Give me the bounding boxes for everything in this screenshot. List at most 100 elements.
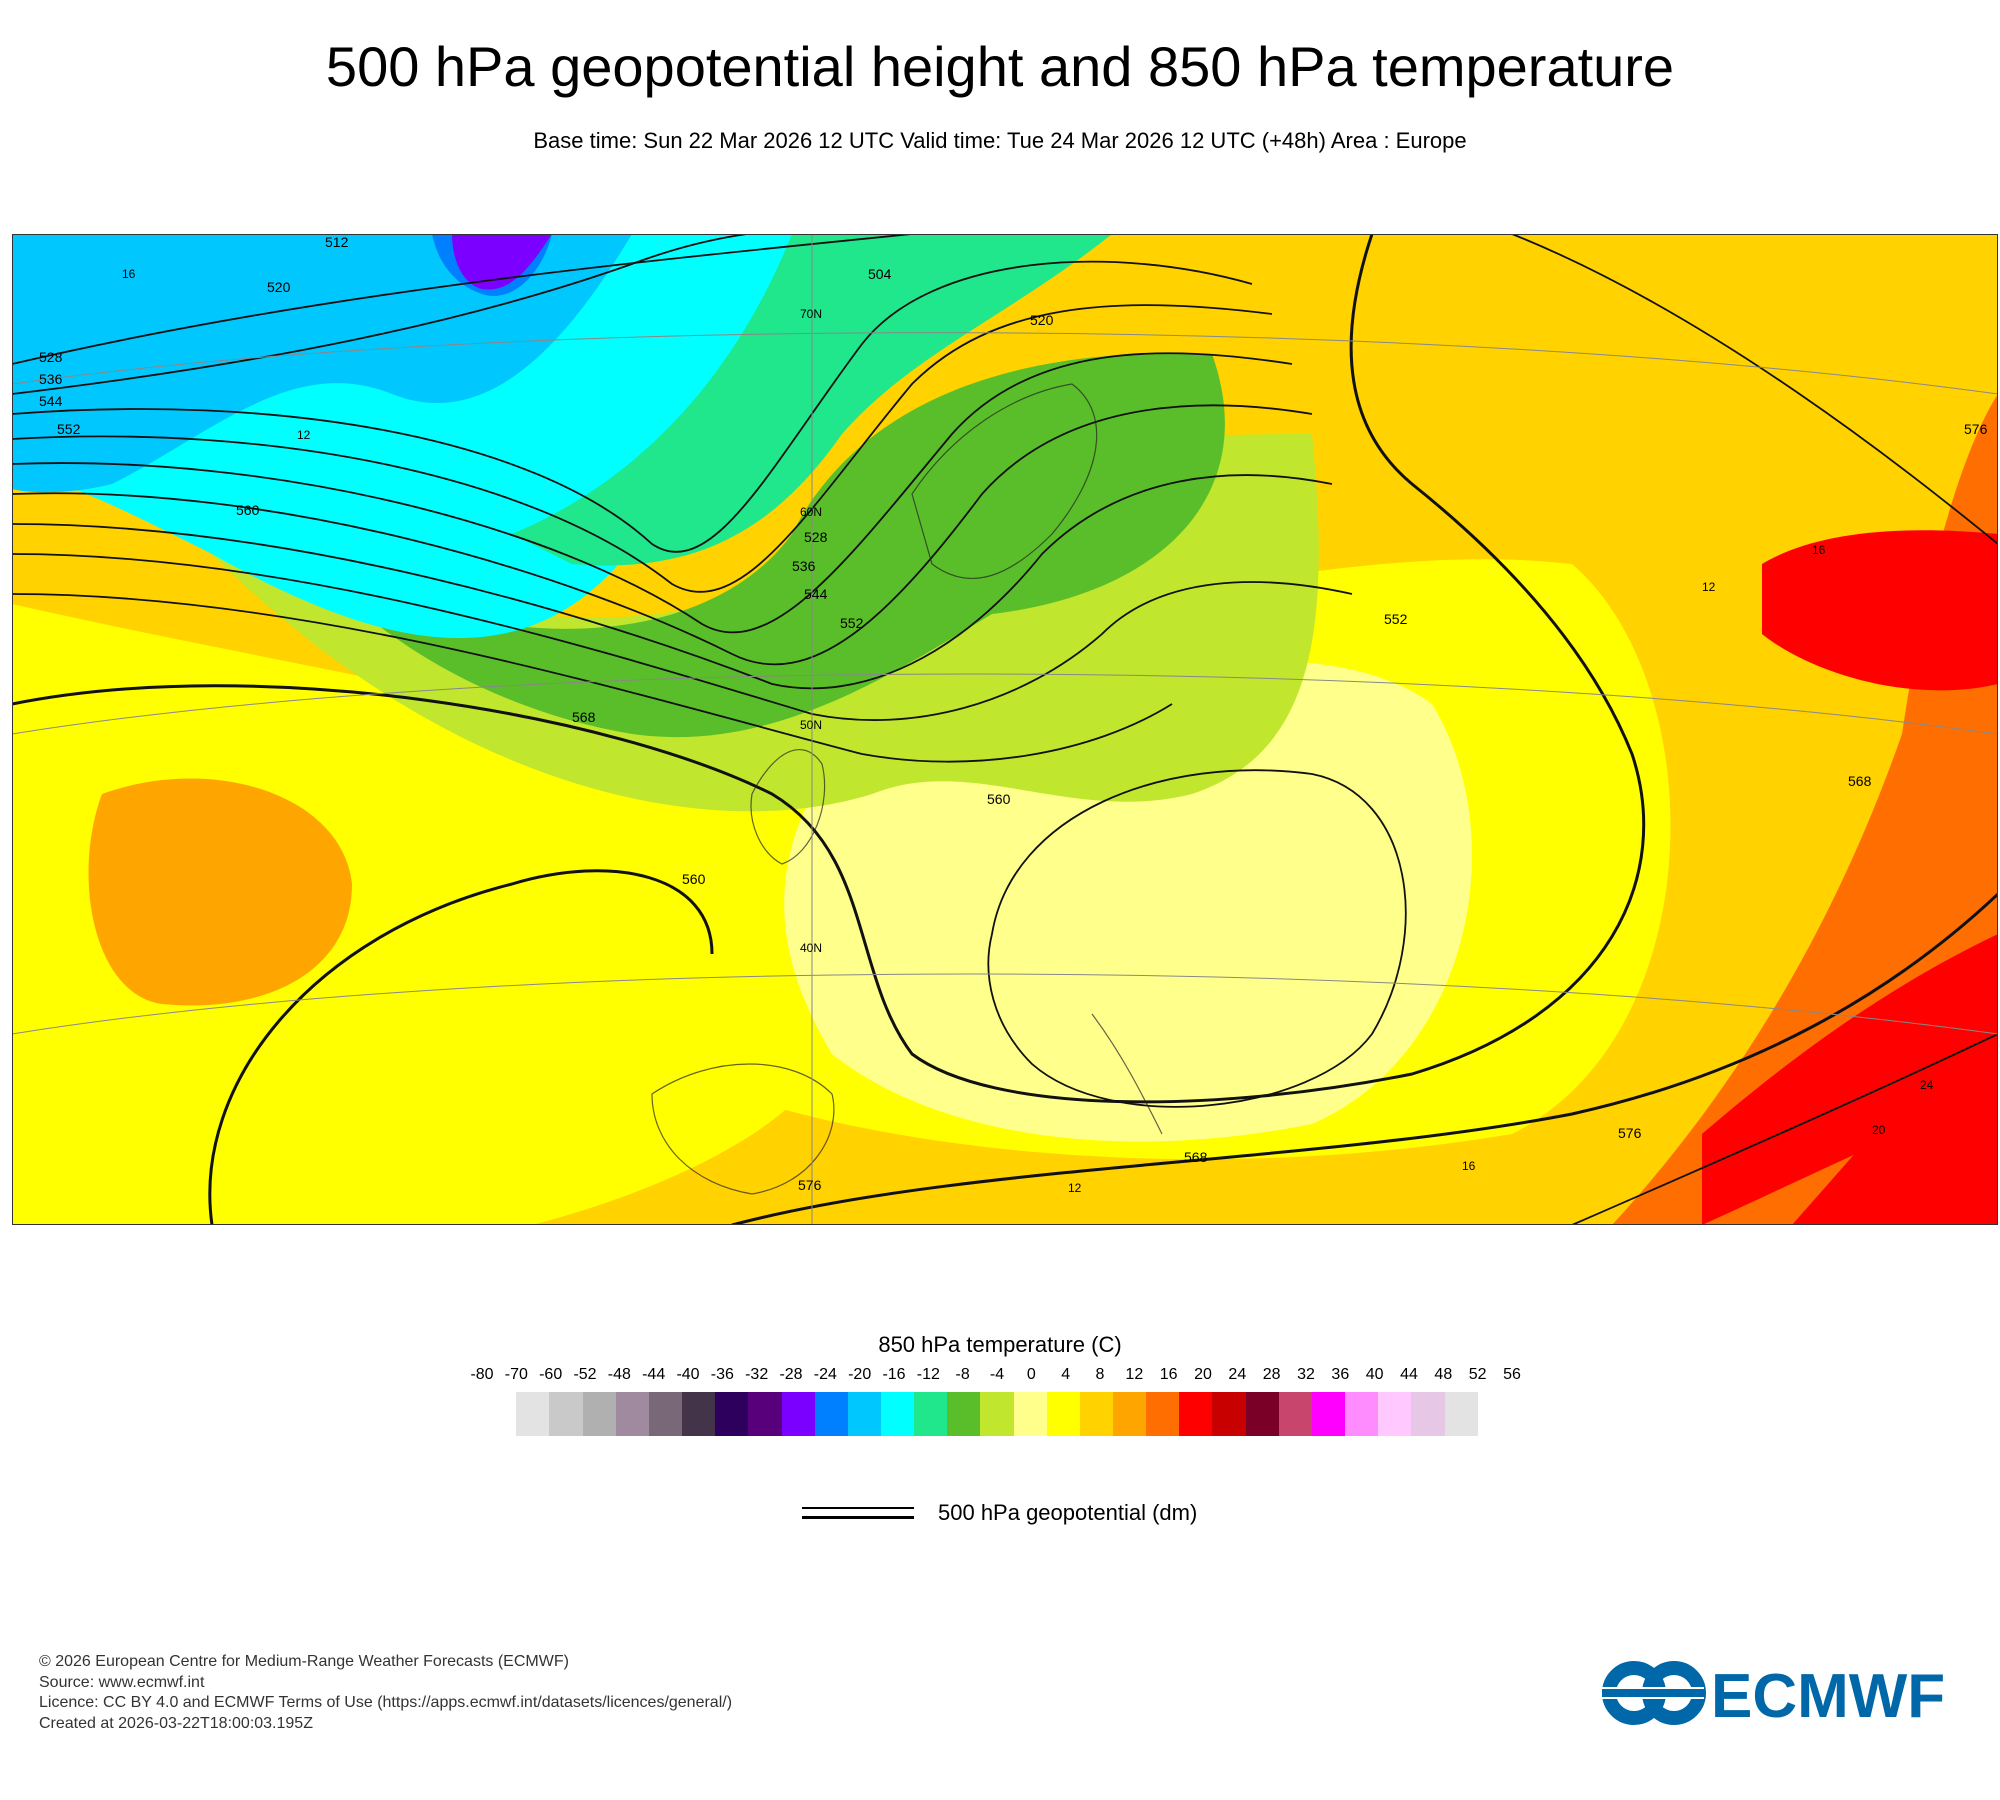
contour-label: 560 (987, 791, 1011, 807)
contour-line (208, 869, 714, 1225)
temp-field-red-northeast (1762, 530, 1998, 691)
contour-line (12, 404, 1313, 666)
ecmwf-logo-text: ECMWF (1711, 1662, 1945, 1726)
colorbar-swatch (880, 1392, 915, 1436)
colorbar-tick-label: 12 (1125, 1366, 1144, 1383)
contour-line (1511, 234, 1998, 545)
contour-line (731, 892, 1998, 1225)
colorbar-swatch (516, 1392, 550, 1436)
contour-label: 576 (798, 1177, 822, 1193)
contour-label: 568 (1848, 773, 1872, 789)
temperature-colorbar: -80 -70 -60 -52 -48 -44 -40 -36 -32 -28 -24 -20 -16-… (470, 1366, 1521, 1446)
contour-legend-label: 500 hPa geopotential (dm) (938, 1500, 1198, 1525)
latitude-labels: 70N 60N 50N 40N (800, 307, 822, 955)
temp-field-red-east (1792, 974, 1998, 1225)
contour-label: 544 (804, 586, 828, 602)
contour-label: 528 (804, 529, 828, 545)
colorbar-swatch (980, 1392, 1015, 1436)
colorbar-swatch (715, 1392, 749, 1436)
contour-label: 528 (39, 349, 63, 365)
colorbar-swatch (1179, 1392, 1213, 1436)
colorbar-swatch (1311, 1392, 1346, 1436)
contour-label: 576 (1964, 421, 1988, 437)
ecmwf-logo[interactable]: ECMWF (1596, 1660, 1970, 1731)
footer-line: Source: www.ecmwf.int (39, 1673, 205, 1691)
contour-line (12, 234, 832, 395)
map-canvas[interactable]: 512 520 528 536 544 552 560 568 576 504 … (12, 234, 1998, 1225)
colorbar-tick-label: -70 (504, 1366, 528, 1383)
temp-field-purple (452, 234, 552, 290)
colorbar-tick-label: 52 (1468, 1366, 1487, 1383)
colorbar-swatch (1013, 1392, 1048, 1436)
colorbar-swatch (1444, 1392, 1479, 1436)
parallel-line (12, 973, 1998, 1035)
lat-label: 40N (800, 941, 822, 955)
colorbar-tick-label: 28 (1262, 1366, 1281, 1383)
map-panel[interactable]: 512 520 528 536 544 552 560 568 576 504 … (12, 234, 1998, 1225)
colorbar-swatch (748, 1392, 783, 1436)
colorbar-swatch (781, 1392, 816, 1436)
coast-italy (1091, 1013, 1163, 1135)
contour-line (1571, 1033, 1998, 1225)
contour-label: 552 (57, 421, 81, 437)
colorbar-swatch (1245, 1392, 1280, 1436)
colorbar-swatch (648, 1392, 683, 1436)
parallel-line (12, 673, 1998, 735)
contour-label: 576 (1618, 1125, 1642, 1141)
contour-label: 536 (792, 558, 816, 574)
colorbar-tick-label: -28 (779, 1366, 803, 1383)
temp-field-red-southeast (1702, 934, 1998, 1225)
temp-label: 16 (122, 267, 136, 281)
colorbar-tick-label: 40 (1365, 1366, 1384, 1383)
colorbar-tick-label: 4 (1061, 1366, 1071, 1383)
temp-field-green-dark (312, 353, 1225, 738)
contour-label: 520 (1030, 312, 1054, 328)
footer-line: Licence: CC BY 4.0 and ECMWF Terms of Us… (39, 1694, 733, 1711)
colorbar-tick-label: 48 (1434, 1366, 1453, 1383)
contour-label: 512 (325, 234, 349, 250)
contour-label: 568 (572, 709, 596, 725)
colorbar-tick-label: -36 (710, 1366, 734, 1383)
contour-line (12, 260, 1253, 553)
contour-labels: 512 520 528 536 544 552 560 568 576 504 … (39, 234, 1988, 1193)
colorbar-tick-label: -12 (916, 1366, 940, 1383)
colorbar-tick-label: -32 (745, 1366, 769, 1383)
colorbar-swatch (1212, 1392, 1247, 1436)
contour-label: 520 (267, 279, 291, 295)
contour-label: 544 (39, 393, 63, 409)
colorbar-swatch (947, 1392, 981, 1436)
graticule (12, 234, 1998, 1225)
colorbar-tick-label: 36 (1331, 1366, 1350, 1383)
temp-field-blue-light (12, 234, 632, 493)
colorbar-tick-label: -20 (848, 1366, 872, 1383)
colorbar-swatch (549, 1392, 584, 1436)
footer: © 2026 European Centre for Medium-Range … (39, 1652, 732, 1734)
legend-title: 850 hPa temperature (C) (878, 1332, 1122, 1357)
ecmwf-logo-bar (1602, 1689, 1704, 1697)
colorbar-tick-label: -16 (882, 1366, 906, 1383)
colorbar-swatch (847, 1392, 882, 1436)
colorbar-swatch (1079, 1392, 1114, 1436)
coast-britain (750, 749, 826, 865)
colorbar-tick-label: 24 (1228, 1366, 1247, 1383)
contour-line (12, 474, 1333, 690)
colorbar-tick-label: -24 (813, 1366, 837, 1383)
lat-label: 60N (800, 505, 822, 519)
geopotential-contours (12, 234, 1998, 1225)
contour-legend-line-thick (802, 1516, 914, 1519)
colorbar-tick-label: 20 (1194, 1366, 1212, 1383)
contour-label: 560 (236, 502, 260, 518)
temp-label: 12 (297, 428, 311, 442)
contour-label: 536 (39, 371, 63, 387)
colorbar-tick-label: -44 (642, 1366, 666, 1383)
colorbar-tick-label: 16 (1159, 1366, 1178, 1383)
temp-label: 20 (1872, 1123, 1886, 1137)
colorbar-swatch (682, 1392, 716, 1436)
coast-iberia (651, 1063, 835, 1195)
temperature-labels: 16 12 12 16 12 16 20 24 (122, 267, 1934, 1195)
colorbar-swatch (1113, 1392, 1147, 1436)
contour-line (12, 234, 1646, 1104)
map-border (12, 234, 1998, 1225)
colorbar-tick-label: -4 (989, 1366, 1005, 1383)
temp-label: 24 (1920, 1078, 1934, 1092)
